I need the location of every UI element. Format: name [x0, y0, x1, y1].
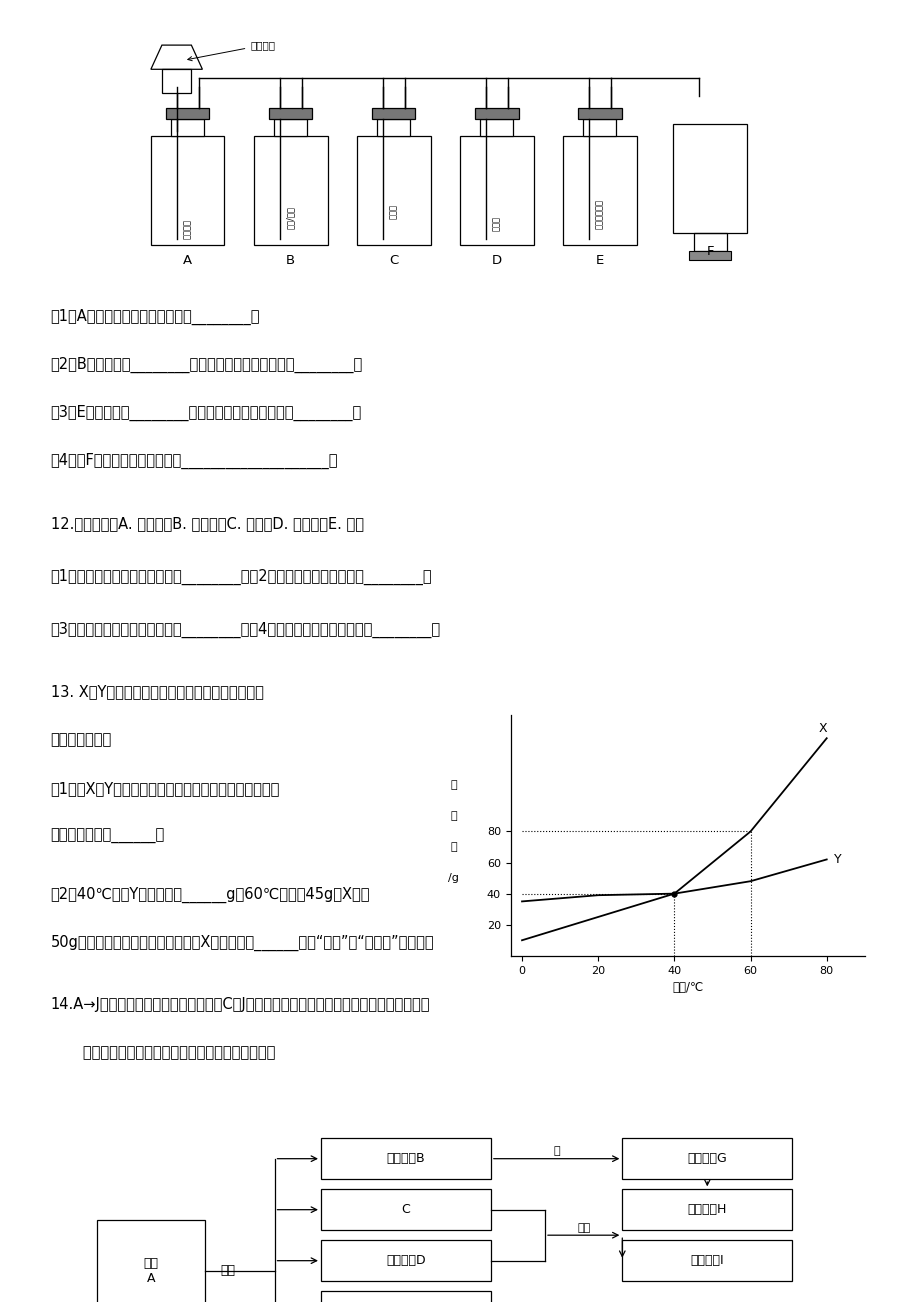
Bar — [274, 118, 307, 135]
Text: 过氧化氢: 过氧化氢 — [187, 40, 275, 61]
Bar — [480, 118, 513, 135]
Text: 50g水中，充分溶解，得到该温度下X的水溶液是______（填“饱和”或“不饱和”）溶液。: 50g水中，充分溶解，得到该温度下X的水溶液是______（填“饱和”或“不饱和… — [51, 935, 434, 950]
Bar — [564, 194, 634, 242]
Text: 金属单质I: 金属单质I — [690, 1254, 723, 1267]
Text: E: E — [596, 254, 603, 267]
Text: F: F — [706, 245, 713, 258]
Text: 酸: 酸 — [552, 1146, 560, 1156]
Text: （3）牛奶中的主要营养物质是：________；（4）溶于水时显著放热的是：________；: （3）牛奶中的主要营养物质是：________；（4）溶于水时显著放热的是：__… — [51, 622, 440, 638]
Bar — [171, 118, 204, 135]
Bar — [96, 1220, 205, 1302]
Text: C: C — [401, 1203, 410, 1216]
Bar — [151, 135, 224, 245]
Text: 14.A→J是初中化学中的常见物质，已知C、J两物质组成元素相同。它们之间的相互转化如图: 14.A→J是初中化学中的常见物质，已知C、J两物质组成元素相同。它们之间的相互… — [51, 997, 430, 1013]
Bar — [371, 108, 415, 118]
Bar — [162, 69, 191, 94]
Bar — [357, 135, 430, 245]
Bar — [621, 1138, 791, 1180]
Bar — [621, 1189, 791, 1230]
Text: 金属单质G: 金属单质G — [686, 1152, 726, 1165]
Bar — [321, 1138, 491, 1180]
Bar — [377, 118, 410, 135]
Text: 回答下列问题：: 回答下列问题： — [51, 733, 112, 747]
Text: 蓝色液体H: 蓝色液体H — [686, 1203, 726, 1216]
Text: A: A — [183, 254, 192, 267]
Text: 单质气体B: 单质气体B — [386, 1152, 425, 1165]
Text: Y: Y — [834, 853, 841, 866]
Bar — [321, 1241, 491, 1281]
Text: 所示，图中部分生成物未标出。请完成下列各题：: 所示，图中部分生成物未标出。请完成下列各题： — [69, 1046, 275, 1061]
Text: 度影响较大的是______。: 度影响较大的是______。 — [51, 829, 165, 844]
Text: 液态
A: 液态 A — [143, 1256, 158, 1285]
Text: 度: 度 — [449, 842, 457, 852]
Text: B: B — [286, 254, 295, 267]
X-axis label: 温度/℃: 温度/℃ — [672, 982, 702, 993]
Bar — [268, 108, 312, 118]
Text: 稀盐酸: 稀盐酸 — [389, 204, 398, 219]
Text: （1）由X、Y两种物质的溶解度曲线可判断，溶解度受温: （1）由X、Y两种物质的溶解度曲线可判断，溶解度受温 — [51, 781, 279, 796]
Text: 13. X、Y两种固体物质的溶解度曲线如下图所示。: 13. X、Y两种固体物质的溶解度曲线如下图所示。 — [51, 685, 263, 699]
Bar — [255, 201, 325, 242]
Text: 12.可选物质：A. 蛋白质；B. 活性炭；C. 干冰；D. 熟石灰；E. 烧碗: 12.可选物质：A. 蛋白质；B. 活性炭；C. 干冰；D. 熟石灰；E. 烧碗 — [51, 516, 363, 531]
Bar — [621, 1241, 791, 1281]
Bar — [461, 212, 531, 242]
Text: （1）A中发生反应的化学方程式为________。: （1）A中发生反应的化学方程式为________。 — [51, 309, 260, 324]
Bar — [562, 135, 636, 245]
Text: （2）B中的现象是________，发生反应的化学方程式为________。: （2）B中的现象是________，发生反应的化学方程式为________。 — [51, 357, 362, 372]
Text: 石灰石: 石灰石 — [492, 216, 501, 230]
Text: 黑色粉朮D: 黑色粉朮D — [386, 1254, 425, 1267]
Bar — [460, 135, 533, 245]
Bar — [688, 250, 731, 259]
Text: 通电: 通电 — [221, 1264, 235, 1277]
Text: 热水/白磷: 热水/白磷 — [286, 206, 295, 229]
Bar — [577, 108, 621, 118]
Text: （3）E中的现象是________，发生反应的化学方程式为________。: （3）E中的现象是________，发生反应的化学方程式为________。 — [51, 405, 361, 421]
Bar — [153, 225, 222, 242]
Bar — [321, 1189, 491, 1230]
Text: 高温: 高温 — [576, 1223, 590, 1233]
Bar — [583, 118, 616, 135]
Text: （4）用F装置收集气体的依据是____________________。: （4）用F装置收集气体的依据是____________________。 — [51, 453, 338, 469]
Text: X: X — [818, 723, 826, 736]
Text: D: D — [491, 254, 502, 267]
Bar — [474, 108, 518, 118]
Bar — [673, 124, 746, 233]
Text: （1）常用于改良酸性土壤的是：________；（2）可用于人工降雨的是：________；: （1）常用于改良酸性土壤的是：________；（2）可用于人工降雨的是：___… — [51, 569, 432, 585]
Bar — [165, 108, 210, 118]
Bar — [358, 189, 428, 242]
Text: 紫色石蕊溶液: 紫色石蕊溶液 — [595, 199, 604, 229]
Bar — [254, 135, 327, 245]
Text: （2）40℃时，Y的溶解度为______g；60℃时，抄45g的X加入: （2）40℃时，Y的溶解度为______g；60℃时，抄45g的X加入 — [51, 887, 369, 902]
Text: 溶: 溶 — [449, 780, 457, 790]
Text: 解: 解 — [449, 811, 457, 822]
Text: 二氧化锰: 二氧化锰 — [183, 220, 192, 240]
Bar — [321, 1292, 491, 1302]
Text: /g: /g — [448, 874, 459, 883]
Text: C: C — [389, 254, 398, 267]
Bar — [693, 233, 726, 250]
